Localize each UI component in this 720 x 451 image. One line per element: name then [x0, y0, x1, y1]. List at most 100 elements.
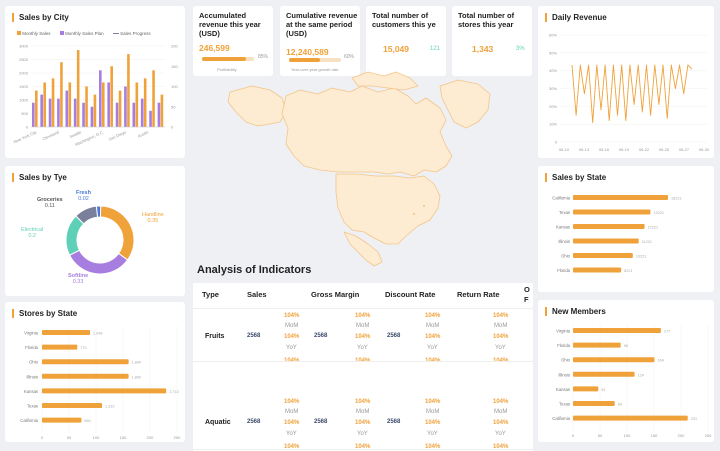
- bar-value: 16221: [671, 197, 682, 201]
- bar-value: 177: [664, 330, 670, 334]
- bar-monthly-plan: [82, 102, 85, 127]
- bar-monthly-plan: [115, 102, 119, 127]
- kpi-subtitle: Year-over-year growth rate: [291, 67, 339, 72]
- cell-yoy: YoY: [357, 431, 368, 437]
- bar: [573, 357, 655, 363]
- y2-tick-label: 0: [171, 125, 174, 130]
- bar-monthly-sales: [110, 66, 113, 127]
- stores-by-state-title: Stores by State: [12, 309, 77, 318]
- cell-percent: 104%: [493, 444, 509, 450]
- kpi-subtitle: Profitability: [217, 67, 237, 72]
- cell-mom: MoM: [494, 323, 508, 329]
- bar-value: 11221: [642, 240, 652, 244]
- legend-sales-progress: Sales Progress: [120, 31, 151, 36]
- donut-label-fresh-value: 0.02: [78, 196, 89, 202]
- bar-label: Texas: [559, 402, 570, 407]
- bar: [42, 403, 103, 408]
- cell-yoy: YoY: [495, 345, 506, 351]
- legend-monthly-plan: Monthly Sales Plan: [65, 31, 104, 36]
- y-tick-label: 10%: [549, 122, 557, 127]
- col-header-type: Type: [202, 290, 219, 299]
- bar-value: 1,048: [93, 332, 103, 336]
- bar-monthly-sales: [60, 62, 63, 128]
- cell-percent: 104%: [284, 420, 300, 426]
- bar-value: 860: [84, 419, 90, 423]
- cell-percent: 104%: [493, 399, 509, 405]
- sales-by-type-donut: [65, 205, 135, 275]
- x-tick-label: 0: [572, 433, 575, 438]
- bar-monthly-plan: [107, 82, 110, 127]
- cell-percent: 104%: [355, 399, 371, 405]
- y-tick-label: 0: [26, 125, 29, 130]
- bar-monthly-plan: [73, 98, 77, 127]
- donut-label-electrical-name: Electrical: [21, 227, 44, 233]
- x-tick-label: 06-19: [619, 147, 630, 152]
- kpi-card-total-stores: Total number of stores this year 1,343 3…: [452, 6, 532, 76]
- bar: [42, 359, 129, 365]
- bar: [573, 267, 622, 273]
- y-tick-label: 1000: [19, 98, 29, 103]
- y-tick-label: 0: [555, 140, 558, 145]
- y-tick-label: 3000: [19, 44, 29, 49]
- sales-by-type-title: Sales by Tye: [12, 173, 67, 182]
- daily-revenue-line: [571, 64, 693, 124]
- x-tick-label: 06-16: [599, 147, 610, 152]
- analysis-table: Type Sales Gross Margin Discount Rate Re…: [193, 283, 533, 451]
- bar-label: Florida: [557, 268, 570, 273]
- sales-by-city-legend: Monthly Sales Monthly Sales Plan Sales P…: [17, 31, 151, 36]
- cell-value: 2568: [314, 333, 328, 339]
- kpi-progress-fill: [289, 58, 320, 62]
- bar: [573, 224, 645, 229]
- bar-monthly-plan: [40, 94, 43, 127]
- x-tick-label: 250: [174, 435, 181, 440]
- bar-value: 1,890: [132, 361, 142, 365]
- bar-monthly-sales: [102, 82, 105, 127]
- y-tick-label: 500: [21, 111, 28, 116]
- row-divider: [193, 449, 533, 450]
- bar-monthly-plan: [132, 102, 136, 127]
- y2-tick-label: 50: [171, 104, 176, 109]
- kpi-title: Total number of stores this year: [458, 11, 515, 29]
- x-tick-label: 50: [67, 435, 72, 440]
- kpi-value: 246,599: [199, 43, 230, 53]
- x-tick-label: 200: [147, 435, 154, 440]
- x-tick-label: 06-30: [699, 147, 710, 152]
- y-tick-label: 2000: [19, 71, 29, 76]
- bar-label: Florida: [25, 345, 38, 350]
- cell-percent: 104%: [425, 334, 441, 340]
- bar-value: 51: [601, 388, 605, 392]
- cell-mom: MoM: [494, 409, 508, 415]
- col-header-discount-rate: Discount Rate: [385, 290, 436, 299]
- bar-monthly-sales: [143, 78, 147, 127]
- cell-yoy: YoY: [427, 345, 438, 351]
- donut-label-electrical-value: 0.2: [28, 233, 36, 239]
- map-canada-islands: [351, 71, 419, 91]
- bar-monthly-plan: [57, 98, 60, 127]
- donut-label-handline-name: Handline: [142, 212, 164, 218]
- bar: [573, 401, 615, 406]
- bar-monthly-plan: [65, 90, 69, 127]
- cell-mom: MoM: [426, 323, 440, 329]
- cell-value: 2568: [247, 419, 261, 425]
- donut-label-softline-name: Softline: [68, 273, 89, 279]
- bar: [573, 209, 651, 215]
- map-alaska: [227, 85, 287, 127]
- cell-value: 2568: [314, 419, 328, 425]
- donut-label-handline-value: 0.35: [147, 218, 159, 224]
- bar-monthly-sales: [118, 90, 122, 127]
- bar-monthly-sales: [85, 86, 88, 127]
- cell-mom: MoM: [285, 323, 299, 329]
- bar-monthly-sales: [127, 54, 130, 127]
- row-type-label: Aquatic: [205, 419, 231, 426]
- bar-monthly-sales: [160, 94, 164, 127]
- row-type-label: Fruits: [205, 333, 225, 340]
- bar-label: Illinois: [26, 374, 38, 379]
- legend-monthly-sales: Monthly Sales: [22, 31, 51, 36]
- bar-value: 770: [80, 346, 86, 350]
- cell-mom: MoM: [356, 323, 370, 329]
- cell-percent: 104%: [493, 334, 509, 340]
- cell-mom: MoM: [356, 409, 370, 415]
- bar-value: 84: [618, 403, 622, 407]
- y-tick-label: 30%: [549, 86, 557, 91]
